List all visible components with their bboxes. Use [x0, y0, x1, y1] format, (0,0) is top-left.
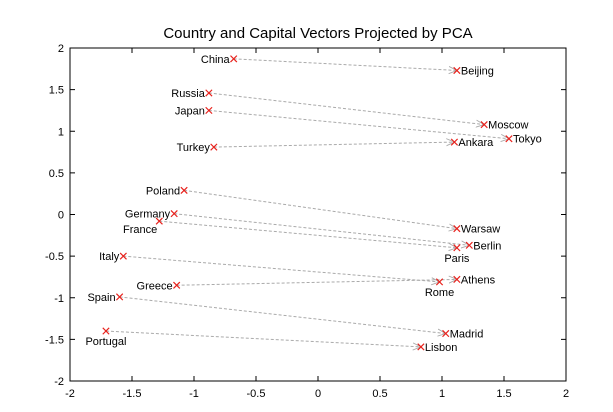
- point-label-lisbon: Lisbon: [425, 342, 457, 354]
- point-label-france: France: [123, 224, 157, 236]
- point-label-ankara: Ankara: [458, 137, 494, 149]
- x-tick-label: 0.5: [372, 388, 387, 400]
- y-tick-label: 1: [58, 126, 64, 138]
- arrow-france-to-paris: [159, 220, 457, 248]
- point-label-turkey: Turkey: [177, 142, 211, 154]
- x-axis: -2 -1.5 -1 -0.5 0 0.5 1 1.5 2: [65, 48, 569, 400]
- point-label-greece: Greece: [137, 280, 173, 292]
- y-tick-label: -1: [54, 293, 64, 305]
- point-marker-turkey: [210, 143, 218, 151]
- y-tick-label: 0: [58, 210, 64, 222]
- y-tick-label: 1.5: [49, 85, 64, 97]
- point-marker-berlin: [465, 241, 473, 249]
- arrow-spain-to-madrid: [119, 296, 446, 334]
- point-marker-warsaw: [453, 225, 461, 233]
- arrow-russia-to-moscow: [208, 92, 484, 125]
- arrow-greece-to-athens: [176, 279, 457, 286]
- y-tick-label: 2: [58, 43, 64, 55]
- arrow-layer: [105, 58, 509, 347]
- point-label-tokyo: Tokyo: [513, 134, 542, 146]
- point-marker-beijing: [453, 66, 461, 75]
- point-marker-germany: [170, 210, 178, 218]
- point-marker-italy: [119, 252, 127, 260]
- point-label-madrid: Madrid: [450, 329, 484, 341]
- marker-layer: [102, 55, 513, 351]
- point-marker-rome: [435, 278, 444, 286]
- point-marker-ankara: [450, 138, 459, 146]
- x-tick-label: 0: [315, 388, 321, 400]
- point-label-paris: Paris: [444, 253, 470, 265]
- y-tick-label: -0.5: [45, 251, 64, 263]
- arrow-italy-to-rome: [123, 255, 439, 282]
- y-axis: -2 -1.5 -1 -0.5 0 0.5 1 1.5 2: [45, 43, 566, 388]
- point-label-moscow: Moscow: [488, 120, 528, 132]
- point-label-japan: Japan: [175, 105, 205, 117]
- x-tick-label: 2: [563, 388, 569, 400]
- point-marker-spain: [115, 293, 124, 301]
- x-tick-label: -1.5: [123, 388, 142, 400]
- x-tick-label: -2: [65, 388, 75, 400]
- arrow-japan-to-tokyo: [208, 109, 509, 138]
- arrow-portugal-to-lisbon: [105, 330, 421, 347]
- point-label-russia: Russia: [171, 88, 206, 100]
- point-label-athens: Athens: [461, 274, 496, 286]
- arrow-germany-to-berlin: [174, 213, 469, 246]
- point-label-beijing: Beijing: [461, 65, 494, 77]
- y-tick-label: 0.5: [49, 168, 64, 180]
- point-label-warsaw: Warsaw: [461, 224, 500, 236]
- x-tick-label: 1.5: [496, 388, 511, 400]
- point-label-poland: Poland: [146, 185, 180, 197]
- x-tick-label: -0.5: [247, 388, 266, 400]
- arrow-poland-to-warsaw: [184, 189, 457, 228]
- point-marker-paris: [453, 244, 461, 252]
- point-marker-madrid: [442, 329, 450, 338]
- point-marker-russia: [205, 89, 213, 97]
- y-tick-label: -1.5: [45, 334, 64, 346]
- point-label-spain: Spain: [87, 292, 115, 304]
- x-tick-label: -1: [189, 388, 199, 400]
- x-tick-label: 1: [439, 388, 445, 400]
- arrow-china-to-beijing: [233, 58, 457, 71]
- point-marker-tokyo: [505, 135, 513, 143]
- y-tick-label: -2: [54, 376, 64, 388]
- label-layer: China Beijing Russia Moscow Japan Tokyo Turkey…: [85, 54, 541, 354]
- point-marker-china: [230, 55, 238, 63]
- point-label-rome: Rome: [425, 287, 454, 299]
- point-marker-portugal: [102, 327, 110, 335]
- chart-title: Country and Capital Vectors Projected by…: [163, 25, 472, 42]
- point-label-china: China: [201, 54, 231, 66]
- point-marker-japan: [205, 106, 213, 115]
- point-marker-athens: [453, 275, 461, 284]
- arrow-turkey-to-ankara: [213, 142, 455, 148]
- point-marker-poland: [180, 186, 188, 194]
- point-marker-greece: [173, 281, 181, 289]
- point-marker-france: [155, 217, 163, 225]
- point-label-portugal: Portugal: [85, 336, 126, 348]
- point-marker-moscow: [480, 120, 488, 129]
- point-marker-lisbon: [417, 343, 425, 351]
- point-label-berlin: Berlin: [473, 240, 501, 252]
- point-label-italy: Italy: [99, 251, 120, 263]
- point-label-germany: Germany: [125, 209, 171, 221]
